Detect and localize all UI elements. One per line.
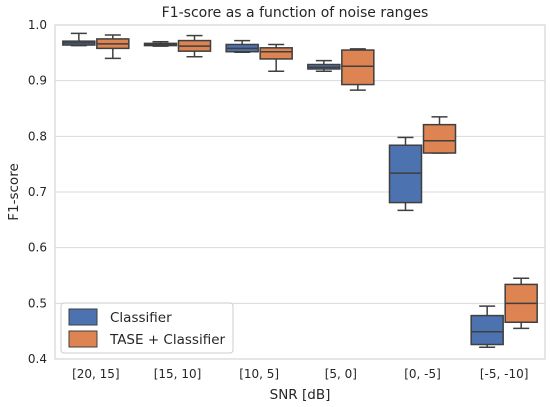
legend-label-classifier: Classifier: [110, 310, 172, 326]
box-body: [388, 144, 423, 204]
x-tick-label: [15, 10]: [154, 367, 202, 381]
box-classifier-3: [307, 59, 341, 72]
box-classifier-2: [225, 39, 259, 54]
box-body: [259, 47, 293, 60]
legend: Classifier TASE + Classifier: [60, 302, 234, 354]
x-tick-label: [10, 5]: [239, 367, 279, 381]
box-classifier-4: [388, 136, 423, 212]
box-classifier-5: [470, 305, 504, 349]
legend-swatch-tase: [68, 330, 98, 348]
legend-frame: [60, 302, 234, 354]
x-axis-label: SNR [dB]: [270, 387, 331, 403]
x-tick-labels: [20, 15] [15, 10] [10, 5] [5, 0] [0, -5] [-5,…: [72, 367, 528, 381]
y-axis-label: F1-score: [6, 163, 22, 221]
box-body: [341, 49, 375, 86]
box-tase-3: [341, 48, 375, 91]
y-tick-labels: 0.4 0.5 0.6 0.7 0.8 0.9 1.0: [28, 18, 47, 366]
box-classifier-0: [62, 32, 96, 47]
y-tick-label: 0.7: [28, 185, 47, 199]
x-tick-label: [0, -5]: [404, 367, 441, 381]
y-tick-label: 0.6: [28, 241, 47, 255]
box-tase-4: [422, 116, 457, 154]
y-tick-label: 0.5: [28, 296, 47, 310]
box-body: [422, 123, 457, 154]
box-classifier-1: [143, 40, 178, 47]
box-body: [470, 314, 504, 346]
box-tase-2: [259, 43, 293, 72]
x-tick-label: [20, 15]: [72, 367, 120, 381]
y-tick-label: 0.8: [28, 129, 47, 143]
x-tick-label: [-5, -10]: [480, 367, 529, 381]
legend-label-tase: TASE + Classifier: [109, 332, 226, 348]
chart-title: F1-score as a function of noise ranges: [162, 5, 429, 21]
x-tick-label: [5, 0]: [325, 367, 357, 381]
y-tick-label: 1.0: [28, 18, 47, 32]
box-tase-1: [177, 34, 212, 58]
y-tick-label: 0.9: [28, 74, 47, 88]
box-tase-5: [504, 277, 538, 330]
y-tick-label: 0.4: [28, 352, 47, 366]
box-plots: [62, 32, 538, 349]
legend-swatch-classifier: [68, 308, 98, 326]
box-tase-0: [96, 34, 130, 60]
